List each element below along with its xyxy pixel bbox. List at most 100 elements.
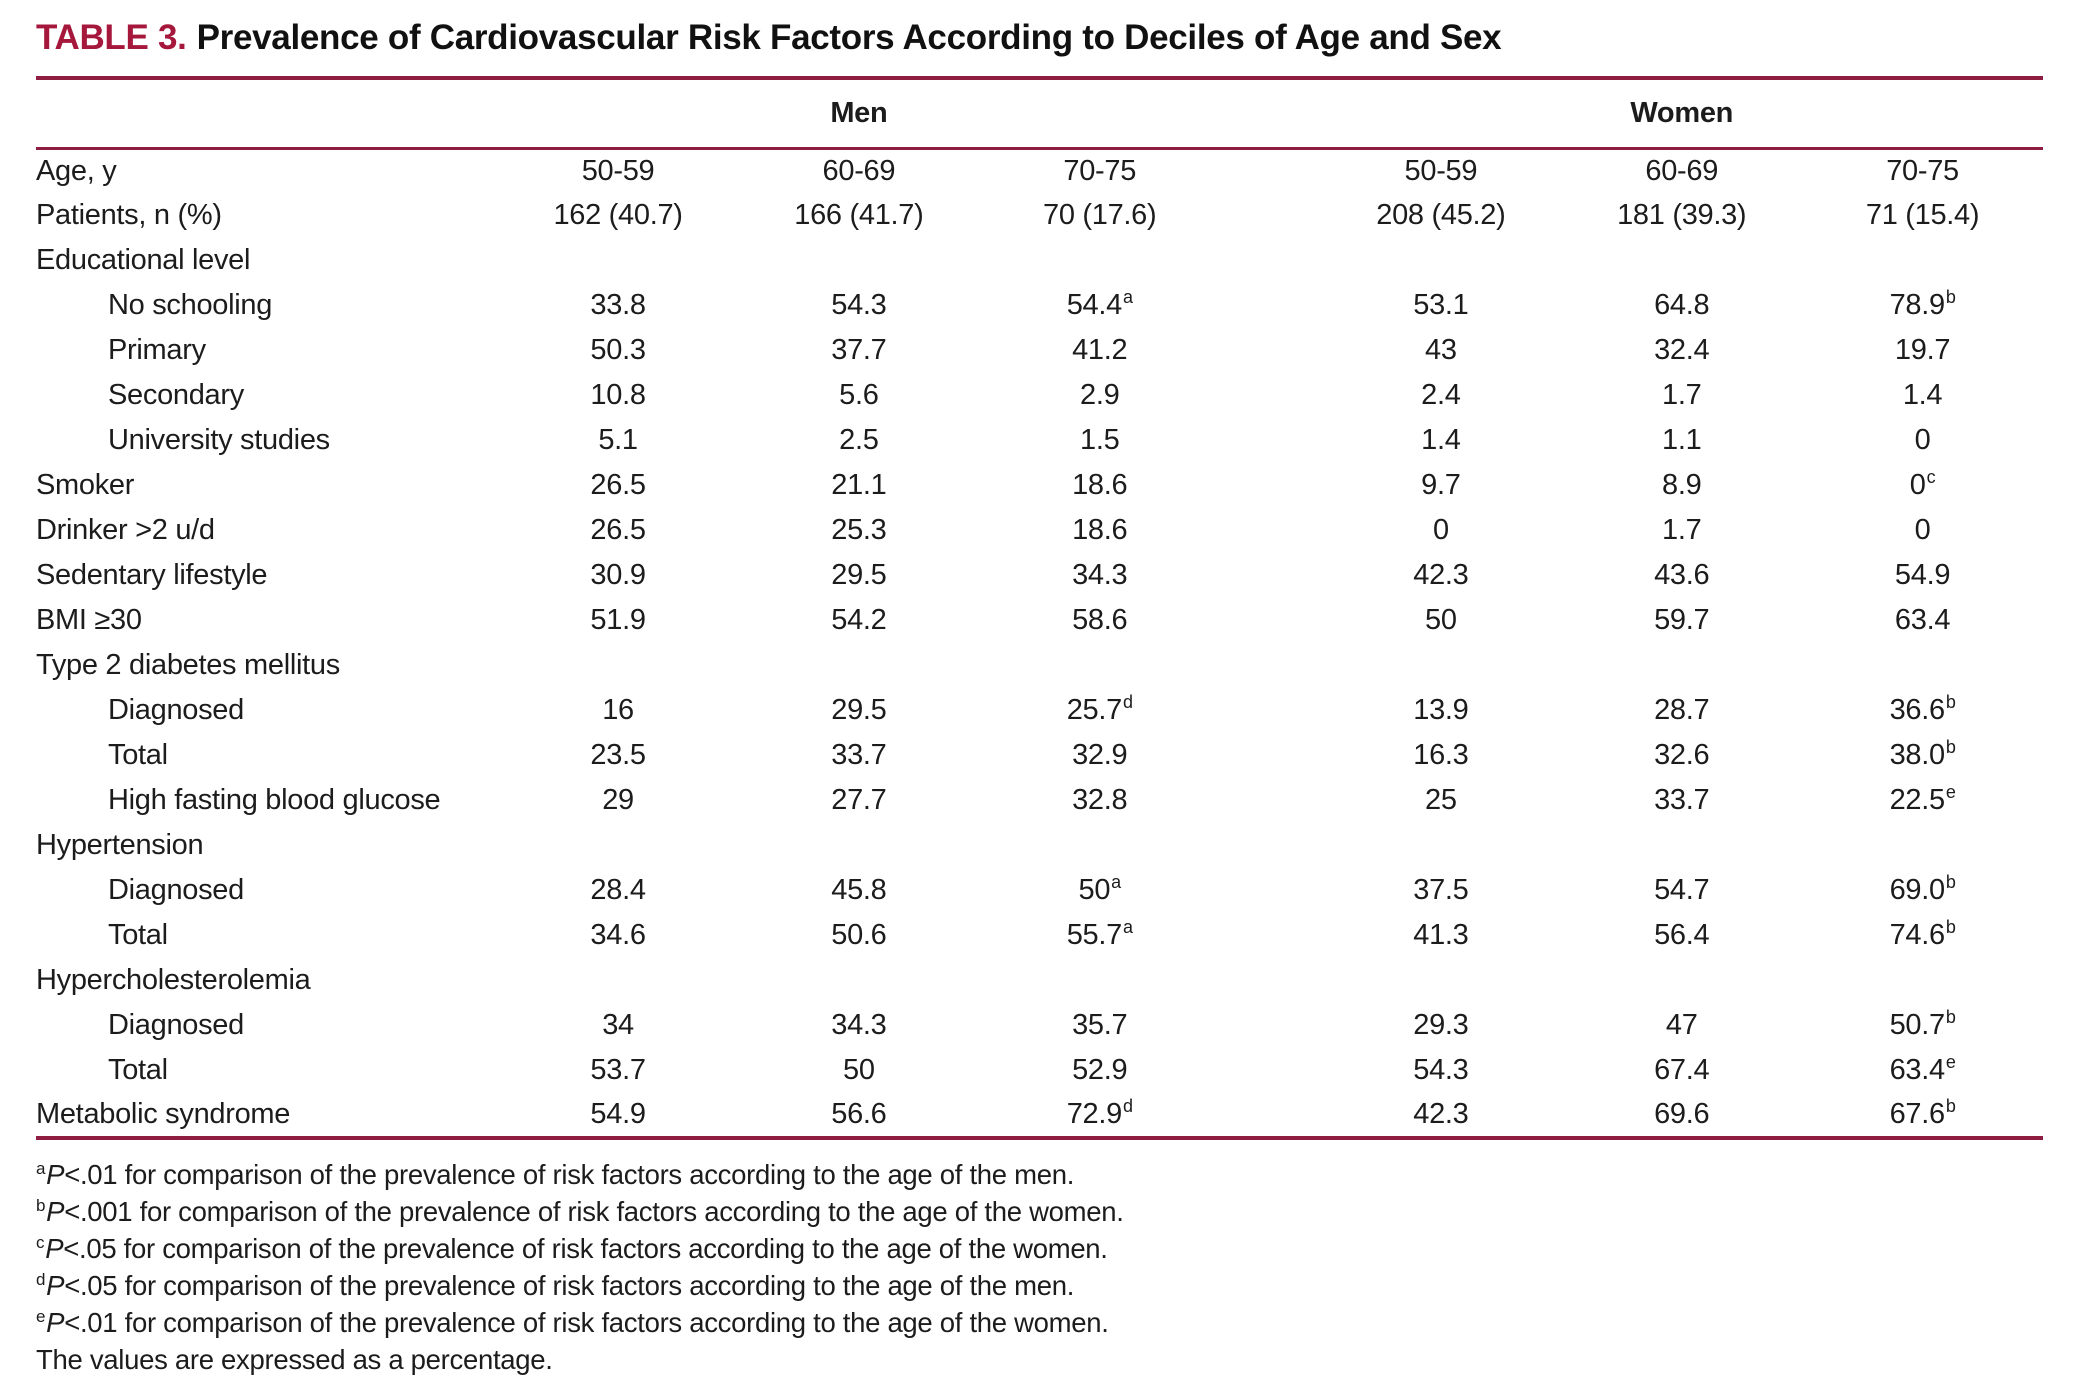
table-number: TABLE 3. <box>36 18 187 57</box>
data-cell <box>1561 958 1802 1003</box>
data-cell: 1.4 <box>1421 424 1461 456</box>
row-label: Primary <box>108 334 206 366</box>
data-cell: 53.1 <box>1413 289 1469 321</box>
group-spacer-cell <box>1220 598 1320 643</box>
data-cell: 9.7 <box>1421 469 1461 501</box>
row-label: Total <box>108 739 168 771</box>
data-cell <box>1320 238 1561 283</box>
data-cell: 54.9 <box>1894 559 1951 591</box>
table-row: High fasting blood glucose 29 27.7 32.8 25 33… <box>36 778 2043 823</box>
data-cell: 28.4 <box>590 874 646 906</box>
footnote-line: The values are expressed as a percentage… <box>36 1344 553 1375</box>
row-label: Diagnosed <box>108 1009 244 1041</box>
table-row: Smoker 26.5 21.1 18.6 9.7 8.9 0c <box>36 463 2043 508</box>
table-row: Metabolic syndrome 54.9 56.6 72.9d 42.3 69.6 6… <box>36 1093 2043 1138</box>
data-cell: 56.4 <box>1654 919 1710 951</box>
row-label: Sedentary lifestyle <box>36 559 268 591</box>
data-cell: 43 <box>1425 334 1457 366</box>
data-cell: 29.3 <box>1413 1009 1469 1041</box>
data-cell <box>1561 823 1802 868</box>
data-cell: 69.0b <box>1889 872 1956 906</box>
data-cell: 50 <box>843 1054 875 1086</box>
data-cell: 23.5 <box>590 739 646 771</box>
table-row: Primary 50.3 37.7 41.2 43 32.4 19.7 <box>36 328 2043 373</box>
data-cell: 53.7 <box>590 1054 646 1086</box>
row-label: University studies <box>108 424 330 456</box>
group-spacer-cell <box>1220 508 1320 553</box>
table-row: Total 34.6 50.6 55.7a 41.3 56.4 74.6b <box>36 913 2043 958</box>
data-cell <box>738 958 979 1003</box>
data-cell: 1.7 <box>1661 514 1702 546</box>
footnote-marker: b <box>1945 692 1956 713</box>
men-group-header: Men <box>830 96 888 129</box>
group-spacer-cell <box>1220 418 1320 463</box>
data-cell: 32.4 <box>1654 334 1710 366</box>
data-cell <box>738 823 979 868</box>
row-label: Smoker <box>36 469 135 501</box>
data-cell: 25.3 <box>831 514 887 546</box>
data-cell: 32.6 <box>1654 739 1710 771</box>
data-cell <box>498 643 739 688</box>
footnote-marker: c <box>36 1232 45 1252</box>
data-cell: 2.4 <box>1421 379 1461 411</box>
data-cell: 50-59 <box>1404 154 1478 187</box>
data-cell: 2.9 <box>1079 379 1120 411</box>
footnote-marker: b <box>1945 1096 1956 1117</box>
data-cell: 1.1 <box>1661 424 1702 456</box>
data-cell: 54.4a <box>1066 287 1133 321</box>
footnote-marker: b <box>1945 737 1956 758</box>
data-cell <box>1320 958 1561 1003</box>
data-cell: 64.8 <box>1654 289 1710 321</box>
data-cell: 181 (39.3) <box>1617 199 1747 231</box>
data-cell: 50a <box>1078 872 1122 906</box>
data-cell <box>498 958 739 1003</box>
footnote-marker: b <box>1945 287 1956 308</box>
data-cell: 78.9b <box>1889 287 1956 321</box>
footnote-line: dP<.05 for comparison of the prevalence … <box>36 1269 1075 1301</box>
footnote-marker: b <box>1945 872 1956 893</box>
row-label: Metabolic syndrome <box>36 1098 291 1130</box>
footnote-line: bP<.001 for comparison of the prevalence… <box>36 1195 1124 1227</box>
data-cell <box>979 643 1220 688</box>
table-row: Patients, n (%) 162 (40.7) 166 (41.7) 70 (1… <box>36 193 2043 238</box>
data-cell: 54.9 <box>590 1098 646 1130</box>
table-row: Type 2 diabetes mellitus <box>36 643 2043 688</box>
data-cell: 13.9 <box>1413 694 1469 726</box>
row-label: Diagnosed <box>108 874 244 906</box>
data-cell <box>1802 823 2043 868</box>
footnote-marker: e <box>36 1306 46 1326</box>
women-group-header: Women <box>1630 96 1734 129</box>
table-row: No schooling 33.8 54.3 54.4a 53.1 64.8 78.9b <box>36 283 2043 328</box>
data-cell: 1.7 <box>1661 379 1702 411</box>
data-cell <box>1561 643 1802 688</box>
data-cell: 59.7 <box>1654 604 1710 636</box>
data-cell: 70-75 <box>1886 154 1959 187</box>
data-cell: 71 (15.4) <box>1865 199 1980 231</box>
group-spacer-cell <box>1220 688 1320 733</box>
data-cell: 35.7 <box>1072 1009 1128 1041</box>
data-cell: 29.5 <box>831 559 887 591</box>
footnote-marker: d <box>36 1269 46 1289</box>
data-cell: 60-69 <box>822 154 896 187</box>
data-cell: 54.7 <box>1654 874 1710 906</box>
data-cell: 42.3 <box>1413 559 1469 591</box>
footnote-marker: a <box>1111 872 1121 893</box>
data-cell: 10.8 <box>590 379 646 411</box>
data-cell: 67.4 <box>1654 1054 1710 1086</box>
table-caption: Prevalence of Cardiovascular Risk Factor… <box>196 18 1502 57</box>
data-cell: 0 <box>1914 514 1931 546</box>
group-spacer-cell <box>1220 823 1320 868</box>
data-cell: 32.8 <box>1072 784 1128 816</box>
row-label: BMI ≥30 <box>36 604 142 636</box>
table-row: Diagnosed 34 34.3 35.7 29.3 47 50.7b <box>36 1003 2043 1048</box>
data-cell: 45.8 <box>831 874 887 906</box>
row-label: Drinker >2 u/d <box>36 514 215 546</box>
data-cell: 0 <box>1914 424 1931 456</box>
data-cell <box>1320 643 1561 688</box>
data-cell: 32.9 <box>1072 739 1128 771</box>
group-spacer-cell <box>1220 733 1320 778</box>
data-cell: 162 (40.7) <box>553 199 683 231</box>
data-cell: 43.6 <box>1654 559 1710 591</box>
data-cell: 1.5 <box>1079 424 1120 456</box>
